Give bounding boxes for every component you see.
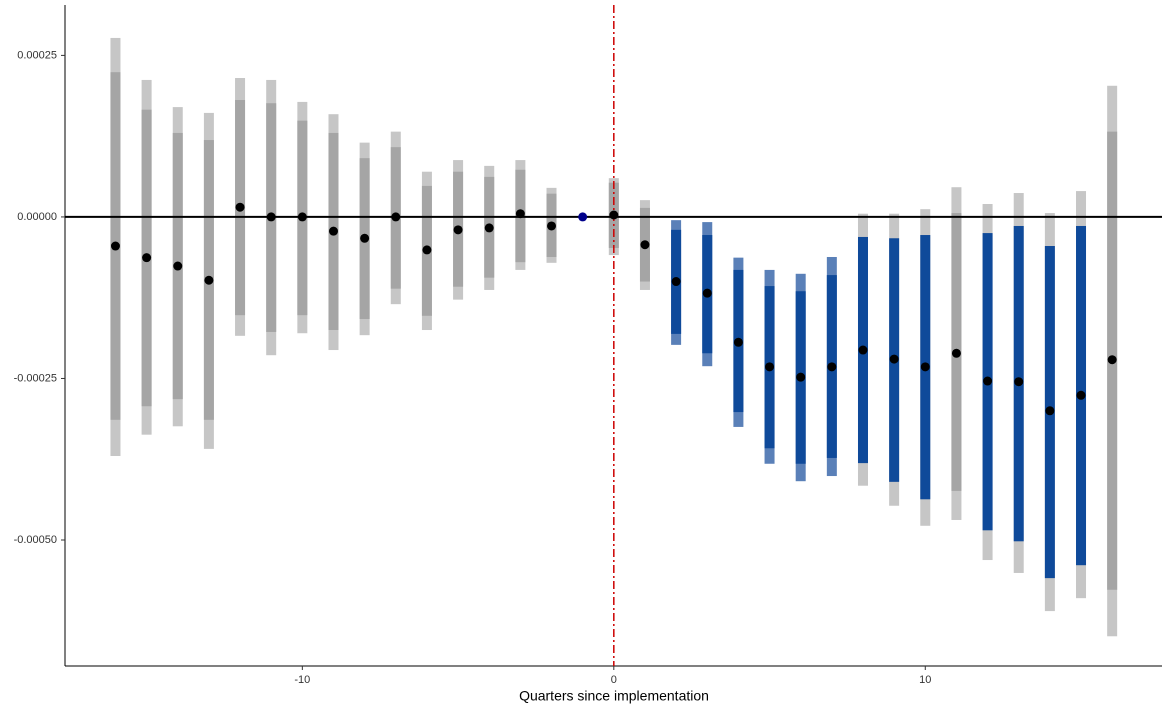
y-tick-label: -0.00025 — [14, 372, 57, 384]
point-estimate — [266, 212, 276, 222]
point-estimate — [640, 240, 650, 250]
point-estimate — [110, 241, 120, 251]
point-estimate — [733, 337, 743, 347]
point-estimate — [671, 277, 681, 287]
point-estimate — [1076, 390, 1086, 400]
point-estimate — [235, 202, 245, 212]
point-estimate — [578, 212, 588, 222]
point-estimate — [360, 233, 370, 243]
point-estimate — [827, 362, 837, 372]
point-estimate — [297, 212, 307, 222]
point-estimate — [173, 261, 183, 271]
y-tick-label: -0.00050 — [14, 534, 57, 546]
y-tick-label: 0.00000 — [17, 211, 57, 223]
point-estimate — [1014, 377, 1024, 387]
point-estimate — [391, 212, 401, 222]
point-estimate — [951, 348, 961, 358]
point-estimate — [142, 253, 152, 263]
x-tick-label: 0 — [611, 674, 617, 686]
point-estimate — [204, 275, 214, 285]
point-estimate — [1045, 406, 1055, 416]
point-estimate — [920, 362, 930, 372]
x-axis-title: Quarters since implementation — [519, 688, 709, 704]
point-estimate — [422, 245, 432, 255]
point-estimate — [609, 210, 619, 220]
point-estimate — [1107, 355, 1117, 365]
point-estimate — [328, 226, 338, 236]
point-estimate — [453, 225, 463, 235]
point-estimate — [702, 288, 712, 298]
point-estimate — [858, 345, 868, 355]
point-estimate — [983, 376, 993, 386]
point-estimate — [547, 221, 557, 231]
point-estimate — [515, 209, 525, 219]
point-estimate — [765, 362, 775, 372]
point-estimate — [796, 372, 806, 382]
point-estimate — [889, 354, 899, 364]
point-estimate — [484, 223, 494, 233]
x-tick-label: 10 — [919, 674, 931, 686]
y-tick-label: 0.00025 — [17, 49, 57, 61]
x-tick-label: -10 — [294, 674, 310, 686]
